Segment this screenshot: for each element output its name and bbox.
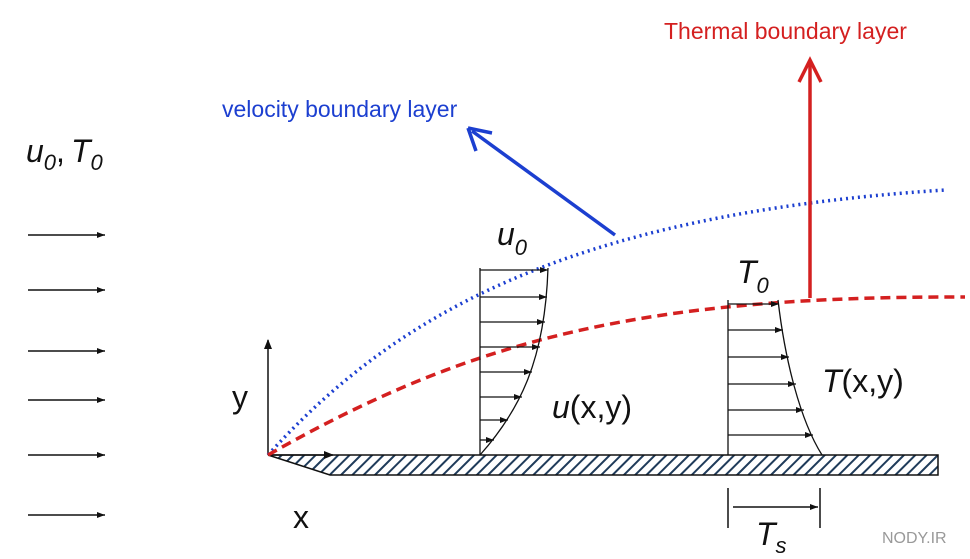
velocity-label: velocity boundary layer [222, 96, 458, 122]
text: 0 [515, 235, 528, 260]
text: (x,y) [570, 389, 632, 425]
y-label: y [232, 379, 248, 415]
surface-temperature-span [727, 488, 821, 528]
temperature-profile [727, 299, 823, 456]
freestream-label: u0, T0 [26, 133, 103, 175]
velocity-pointer-head [466, 126, 493, 152]
thermal-boundary-layer [267, 295, 966, 457]
text: u [26, 133, 44, 169]
x-label: x [293, 499, 309, 535]
plate [267, 454, 939, 476]
watermark: NODY.IR [882, 530, 947, 547]
velocity-edge-label: u0 [497, 216, 528, 260]
thermal-label: Thermal boundary layer [664, 18, 907, 44]
text: 0 [90, 150, 103, 175]
text: u [497, 216, 515, 252]
text: T [71, 133, 93, 169]
temperature-profile-label: T(x,y) [822, 363, 904, 399]
text: s [776, 533, 787, 558]
surface-temperature-label: Ts [756, 516, 787, 558]
freestream-arrows [28, 232, 105, 518]
text: 0 [757, 273, 770, 298]
text: T [737, 254, 759, 290]
velocity-profile-label: u(x,y) [552, 389, 632, 425]
velocity-boundary-layer [266, 188, 946, 457]
velocity-profile [479, 267, 549, 456]
text: (x,y) [842, 363, 904, 399]
text: 0 [44, 150, 57, 175]
thermal-pointer-head [797, 56, 823, 83]
text: T [822, 363, 844, 399]
velocity-pointer [470, 129, 617, 237]
text: T [756, 516, 778, 552]
text: , [56, 133, 65, 169]
text: u [552, 389, 570, 425]
temperature-edge-label: T0 [737, 254, 770, 298]
